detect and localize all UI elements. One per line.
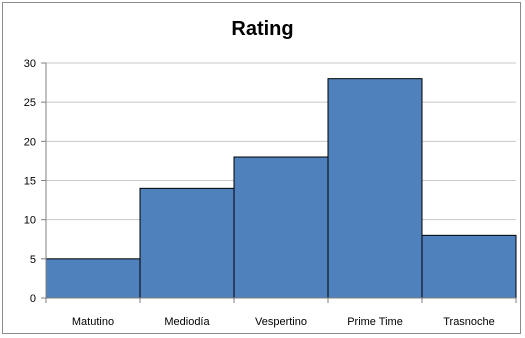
chart-title: Rating [231,18,294,40]
y-tick-label: 30 [24,58,36,70]
y-tick-label: 5 [30,254,36,266]
y-axis-ticks: 0 5 10 15 20 25 30 [24,58,46,305]
bar [421,234,517,299]
y-tick-label: 20 [24,136,36,148]
bars [45,78,517,299]
y-tick-label: 25 [24,97,36,109]
bar [45,258,141,299]
x-tick-label: Prime Time [347,316,403,328]
x-tick-label: Matutino [72,316,114,328]
x-tick-label: Mediodía [164,316,210,328]
y-tick-label: 0 [30,293,36,305]
bar [327,78,423,299]
x-tick-label: Trasnoche [443,316,495,328]
y-tick-label: 10 [24,215,36,227]
x-axis-labels: Matutino Mediodía Vespertino Prime Time Tras… [45,298,517,328]
x-tick-label: Vespertino [255,316,307,328]
bar [139,187,235,299]
y-tick-label: 15 [24,176,36,188]
bar [233,156,329,299]
